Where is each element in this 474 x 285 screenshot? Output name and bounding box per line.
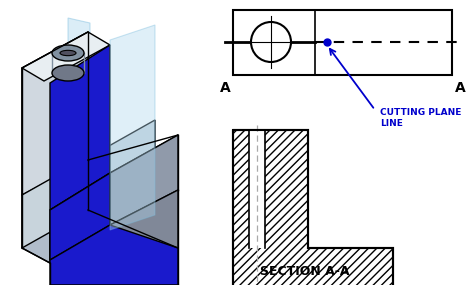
Bar xyxy=(249,130,265,248)
Polygon shape xyxy=(50,225,178,285)
Polygon shape xyxy=(68,18,90,283)
Text: CUTTING PLANE
LINE: CUTTING PLANE LINE xyxy=(380,108,461,128)
Polygon shape xyxy=(50,135,178,260)
Polygon shape xyxy=(22,32,88,195)
Polygon shape xyxy=(50,45,110,210)
Ellipse shape xyxy=(52,65,84,81)
Polygon shape xyxy=(110,190,178,285)
Polygon shape xyxy=(22,195,50,263)
Ellipse shape xyxy=(60,50,76,56)
Polygon shape xyxy=(233,130,393,285)
Bar xyxy=(233,10,452,75)
Ellipse shape xyxy=(52,45,84,61)
Polygon shape xyxy=(110,25,155,230)
Polygon shape xyxy=(22,120,155,248)
Polygon shape xyxy=(50,173,110,260)
Text: A: A xyxy=(455,81,465,95)
Polygon shape xyxy=(22,68,50,210)
Text: SECTION A-A: SECTION A-A xyxy=(260,265,350,278)
Circle shape xyxy=(251,22,291,62)
Polygon shape xyxy=(110,135,178,225)
Polygon shape xyxy=(22,32,110,81)
Text: A: A xyxy=(219,81,230,95)
